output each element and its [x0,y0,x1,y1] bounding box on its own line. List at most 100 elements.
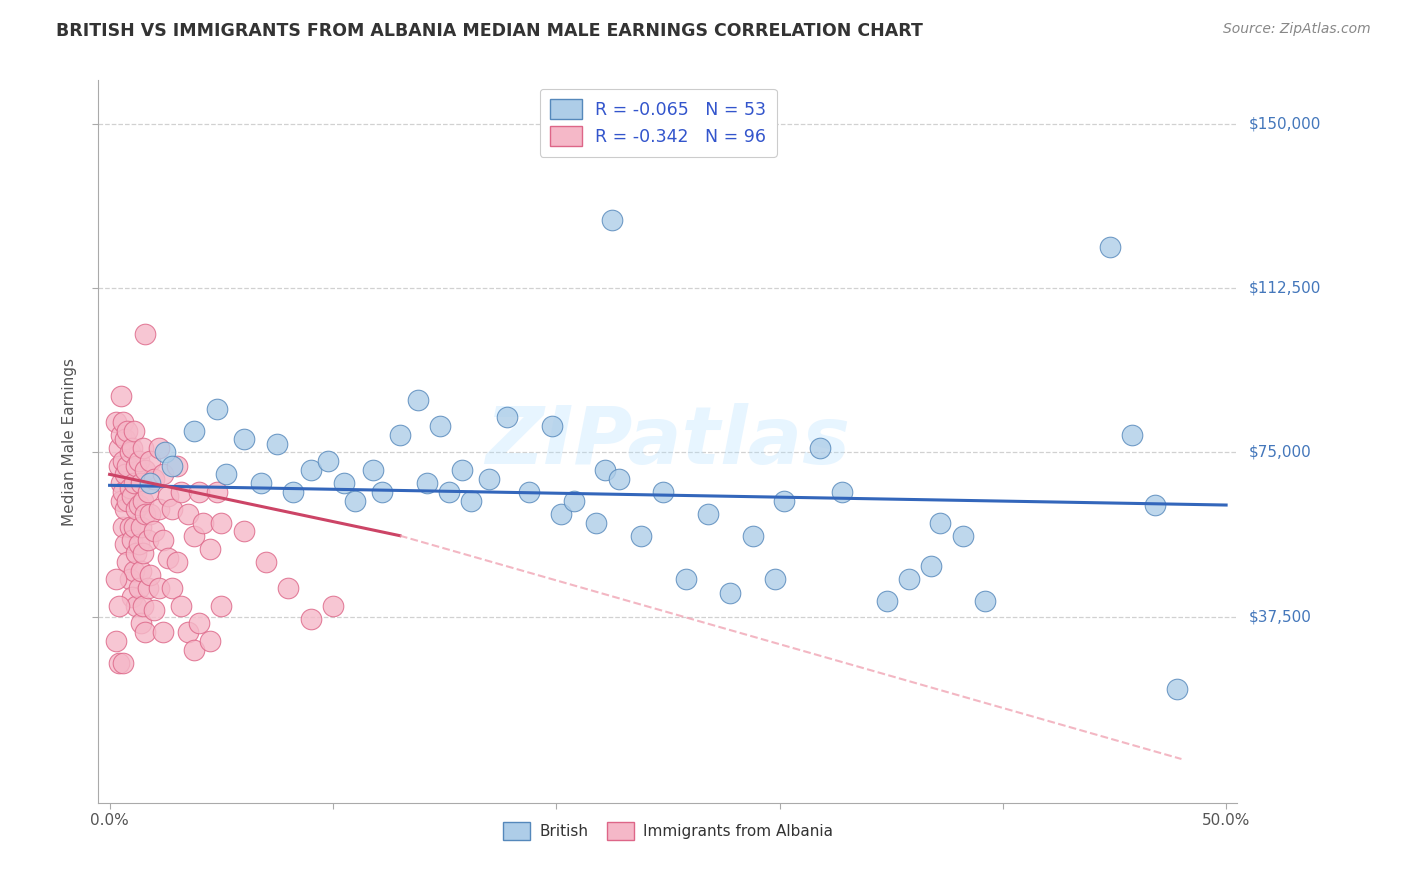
Point [170,599,193,613]
Point [205,484,228,499]
Point [129,476,152,491]
Point [183,529,205,543]
Text: ZIPatlas: ZIPatlas [485,402,851,481]
Point [166,555,188,569]
Y-axis label: Median Male Earnings: Median Male Earnings [62,358,77,525]
Point [215,467,238,482]
Point [143,472,166,486]
Point [111,656,134,670]
Point [114,467,136,482]
Point [831,484,853,499]
Point [773,493,796,508]
Point [152,467,174,482]
Point [139,476,162,491]
Point [118,573,141,587]
Point [148,441,170,455]
Point [600,213,623,227]
Point [406,392,429,407]
Point [333,476,356,491]
Text: $37,500: $37,500 [1249,609,1312,624]
Point [118,481,141,495]
Point [478,472,501,486]
Point [361,463,384,477]
Point [136,581,159,595]
Point [118,520,141,534]
Point [128,581,150,595]
Point [952,529,974,543]
Point [129,564,152,578]
Point [121,590,143,604]
Point [148,581,170,595]
Point [388,428,411,442]
Point [156,489,179,503]
Point [121,533,143,547]
Point [460,493,482,508]
Point [607,472,630,486]
Point [110,388,132,402]
Point [110,476,132,491]
Point [371,484,394,499]
Point [160,502,183,516]
Point [111,454,134,468]
Point [111,520,134,534]
Point [209,516,232,530]
Point [451,463,474,477]
Point [496,410,519,425]
Point [193,516,215,530]
Point [107,656,129,670]
Point [550,507,572,521]
Point [107,599,129,613]
Point [122,424,145,438]
Point [122,476,145,491]
Point [136,484,159,499]
Point [718,585,741,599]
Point [128,498,150,512]
Point [299,463,322,477]
Point [110,428,132,442]
Point [132,493,155,508]
Point [117,493,139,508]
Point [166,458,188,473]
Point [697,507,720,521]
Point [143,603,166,617]
Point [232,524,254,539]
Point [132,441,155,455]
Point [143,524,166,539]
Point [254,555,277,569]
Point [344,493,367,508]
Point [152,533,174,547]
Point [136,533,159,547]
Point [160,458,183,473]
Point [675,573,697,587]
Point [129,520,152,534]
Point [205,401,228,416]
Text: $112,500: $112,500 [1249,281,1320,296]
Point [148,502,170,516]
Point [122,564,145,578]
Point [107,441,129,455]
Point [540,419,562,434]
Point [198,633,221,648]
Point [429,419,451,434]
Point [177,507,200,521]
Point [209,599,232,613]
Point [125,458,148,473]
Point [232,433,254,447]
Point [139,568,162,582]
Point [876,594,898,608]
Point [299,612,322,626]
Point [198,541,221,556]
Point [187,484,209,499]
Point [110,493,132,508]
Point [1143,498,1166,512]
Point [134,625,156,640]
Point [105,573,128,587]
Point [155,445,177,459]
Point [1121,428,1143,442]
Point [117,458,139,473]
Point [322,599,344,613]
Point [266,436,288,450]
Point [117,555,139,569]
Text: BRITISH VS IMMIGRANTS FROM ALBANIA MEDIAN MALE EARNINGS CORRELATION CHART: BRITISH VS IMMIGRANTS FROM ALBANIA MEDIA… [56,22,924,40]
Point [156,550,179,565]
